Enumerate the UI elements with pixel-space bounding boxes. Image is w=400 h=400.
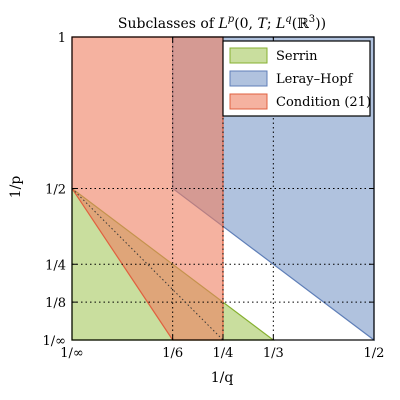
legend-swatch-leray-hopf — [229, 70, 268, 87]
y-tick-label: 1/8 — [45, 296, 66, 311]
x-tick-label: 1/3 — [263, 346, 284, 361]
x-axis-label: 1/q — [211, 370, 234, 386]
x-axis-ticks: 1/∞ 1/6 1/4 1/3 1/2 — [60, 37, 384, 361]
y-axis-label: 1/p — [8, 176, 24, 199]
legend-swatch-serrin — [229, 47, 268, 64]
legend-label-leray-hopf: Leray–Hopf — [276, 72, 354, 87]
y-tick-label: 1/∞ — [43, 334, 66, 349]
y-tick-label: 1/4 — [45, 258, 66, 273]
y-tick-label: 1/2 — [45, 183, 66, 198]
y-axis-ticks: 1/∞ 1/8 1/4 1/2 1 — [43, 31, 374, 349]
chart-title: Subclasses of Lp(0, T; Lq(ℝ3)) — [118, 14, 326, 32]
x-tick-label: 1/∞ — [60, 346, 83, 361]
y-tick-label: 1 — [58, 31, 66, 46]
legend-swatch-condition-21 — [229, 93, 268, 110]
x-tick-label: 1/6 — [162, 346, 183, 361]
chart-legend: Serrin Leray–Hopf Condition (21) — [222, 40, 371, 117]
legend-label-condition-21: Condition (21) — [276, 95, 371, 110]
legend-label-serrin: Serrin — [276, 49, 318, 64]
x-tick-label: 1/2 — [364, 346, 385, 361]
x-tick-label: 1/4 — [213, 346, 234, 361]
